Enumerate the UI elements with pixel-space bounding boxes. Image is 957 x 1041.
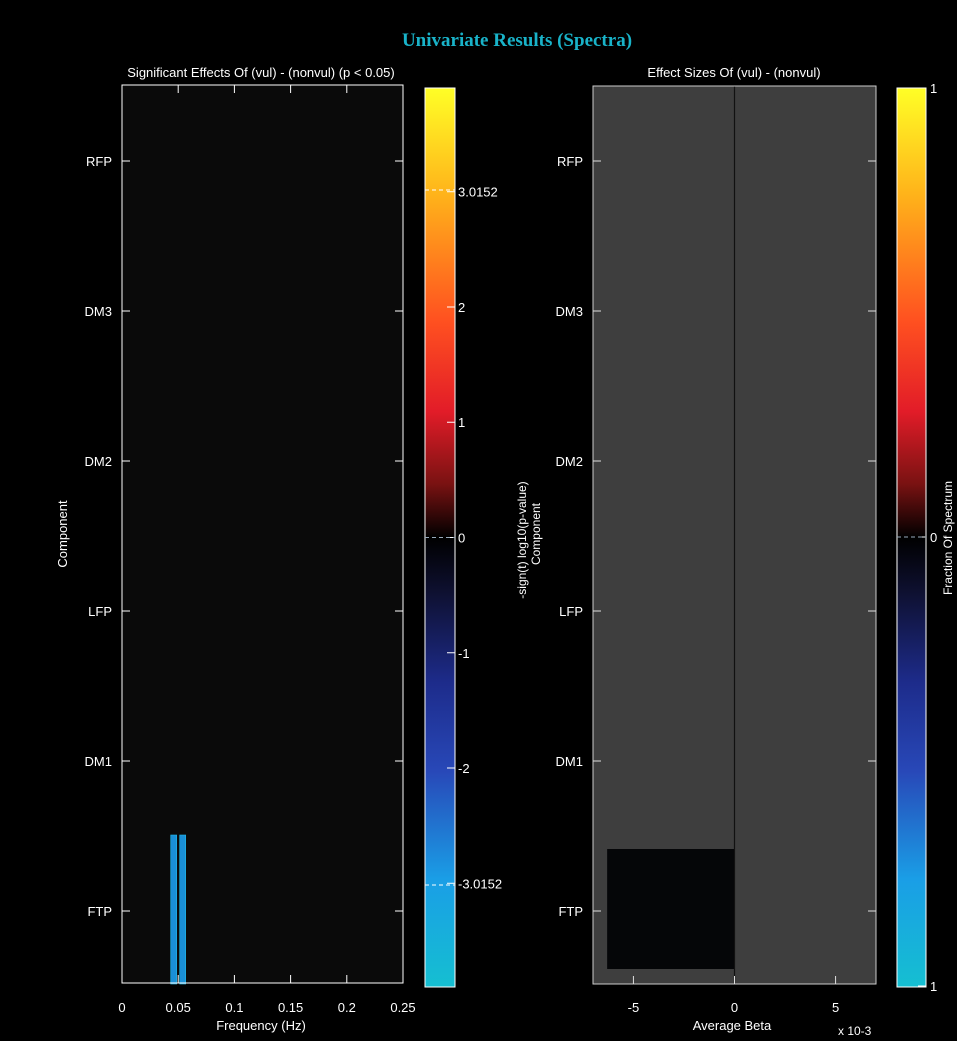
right-y-tick-label-lfp: LFP: [559, 604, 583, 619]
left-panel: RFP DM3 DM2 LFP DM1 FTP 0 0.05 0.1 0.15 0.2 0.25 S…: [55, 65, 416, 1033]
right-x-tick-label: 0: [731, 1000, 738, 1015]
effect-bars: [607, 849, 735, 969]
left-x-tick-label: 0.25: [390, 1000, 415, 1015]
right-colorbar-label: Fraction Of Spectrum: [941, 481, 955, 595]
left-y-tick-label-dm1: DM1: [85, 754, 112, 769]
left-colorbar-tick-label: 3.0152: [458, 185, 498, 200]
left-colorbar-ticks: 3.0152 2 1 0 -1 -2 -3.0152: [425, 185, 502, 891]
left-colorbar-tick-label: 0: [458, 531, 465, 546]
right-y-tick-label-dm3: DM3: [556, 304, 583, 319]
left-chart-title: Significant Effects Of (vul) - (nonvul) …: [127, 65, 394, 80]
significant-cell-ftp: [179, 834, 186, 985]
right-panel: RFP DM3 DM2 LFP DM1 FTP -5 0 5 Effect Sizes Of …: [529, 65, 877, 1038]
left-colorbar-label: -sign(t) log10(p-value): [515, 481, 529, 598]
left-colorbar-tick-label: -3.0152: [458, 876, 502, 891]
left-x-tick-label: 0: [118, 1000, 125, 1015]
right-colorbar-tick-label: 1: [930, 979, 937, 994]
left-plot-frame: [121, 84, 404, 984]
left-x-tick-label: 0.1: [225, 1000, 243, 1015]
significant-cell-ftp: [170, 834, 178, 985]
left-x-tick-label: 0.2: [338, 1000, 356, 1015]
left-x-ticks: 0 0.05 0.1 0.15 0.2 0.25: [118, 85, 416, 1015]
left-x-axis-label: Frequency (Hz): [216, 1018, 306, 1033]
left-y-tick-label-dm3: DM3: [85, 304, 112, 319]
left-y-ticks: RFP DM3 DM2 LFP DM1 FTP: [85, 154, 403, 919]
right-x-tick-label: -5: [628, 1000, 640, 1015]
right-x-axis-label: Average Beta: [693, 1018, 772, 1033]
right-x-ticks: -5 0 5: [628, 976, 839, 1015]
right-colorbar-ticks: 1 0 1: [897, 81, 937, 994]
left-y-tick-label-rfp: RFP: [86, 154, 112, 169]
left-y-tick-label-lfp: LFP: [88, 604, 112, 619]
left-colorbar-tick-label: 2: [458, 300, 465, 315]
right-y-tick-label-ftp: FTP: [558, 904, 583, 919]
right-x-tick-label: 5: [832, 1000, 839, 1015]
left-plot-area: [122, 85, 403, 983]
right-x-multiplier: x 10-3: [838, 1024, 872, 1038]
right-colorbar: 1 0 1 Fraction Of Spectrum: [896, 81, 955, 994]
left-y-tick-label-dm2: DM2: [85, 454, 112, 469]
right-colorbar-tick-label: 1: [930, 81, 937, 96]
right-y-tick-label-dm1: DM1: [556, 754, 583, 769]
left-y-axis-label: Component: [55, 500, 70, 568]
right-chart-title: Effect Sizes Of (vul) - (nonvul): [647, 65, 820, 80]
figure-title: Univariate Results (Spectra): [402, 30, 632, 51]
left-x-tick-label: 0.05: [166, 1000, 191, 1015]
left-colorbar: 3.0152 2 1 0 -1 -2 -3.0152 -sign(t) log10(p-va…: [424, 87, 529, 988]
left-y-tick-label-ftp: FTP: [87, 904, 112, 919]
left-x-tick-label: 0.15: [278, 1000, 303, 1015]
right-y-ticks: RFP DM3 DM2 LFP DM1 FTP: [556, 154, 876, 919]
left-colorbar-tick-label: 1: [458, 415, 465, 430]
left-colorbar-tick-label: -1: [458, 646, 470, 661]
significant-cells: [170, 834, 186, 985]
right-y-axis-label: Component: [529, 502, 543, 565]
effect-bar-ftp: [607, 849, 735, 969]
right-colorbar-tick-label: 0: [930, 530, 937, 545]
left-colorbar-tick-label: -2: [458, 761, 470, 776]
right-y-tick-label-rfp: RFP: [557, 154, 583, 169]
right-y-tick-label-dm2: DM2: [556, 454, 583, 469]
